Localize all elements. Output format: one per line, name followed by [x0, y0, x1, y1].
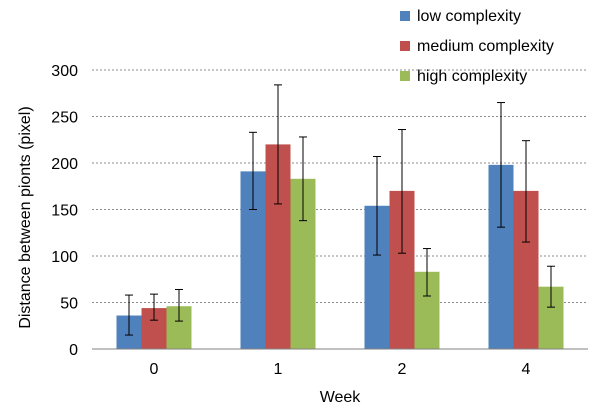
legend-swatch: [400, 71, 410, 81]
legend-swatch: [400, 11, 410, 21]
y-tick-label: 250: [51, 110, 78, 127]
legend: low complexity medium complexity high comp…: [400, 8, 554, 85]
legend-label: high complexity: [417, 68, 527, 85]
y-tick-label: 300: [51, 63, 78, 80]
y-axis-title: Distance between pionts (pixel): [17, 106, 34, 328]
legend-label: low complexity: [417, 8, 521, 25]
x-tick-label: 2: [398, 361, 407, 378]
bars: [116, 144, 564, 349]
legend-label: medium complexity: [417, 38, 554, 55]
legend-swatch: [400, 41, 410, 51]
x-axis-title: Week: [320, 389, 362, 406]
y-tick-label: 100: [51, 249, 78, 266]
y-tick-labels: 0 50 100 150 200 250 300: [51, 63, 78, 359]
y-tick-label: 200: [51, 156, 78, 173]
x-tick-labels: 0 1 2 4: [150, 361, 531, 378]
x-tick-label: 1: [274, 361, 283, 378]
x-tick-label: 4: [522, 361, 531, 378]
y-tick-label: 50: [60, 296, 78, 313]
y-tick-label: 0: [69, 342, 78, 359]
error-bars: [125, 84, 555, 336]
y-tick-label: 150: [51, 203, 78, 220]
x-tick-label: 0: [150, 361, 159, 378]
